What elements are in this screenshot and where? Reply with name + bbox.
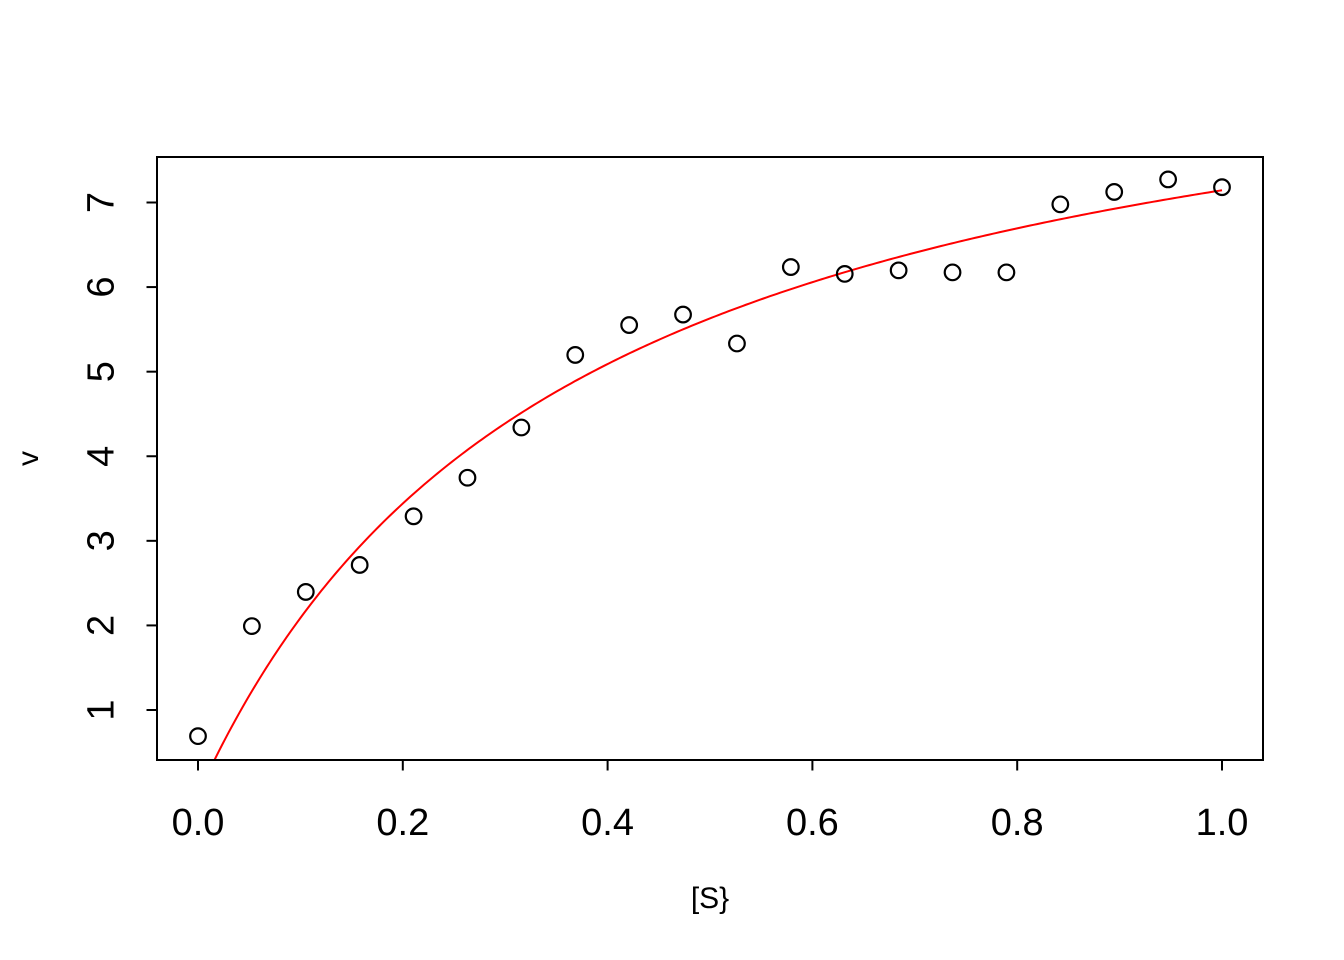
svg-text:4: 4 (81, 446, 123, 467)
svg-text:0.2: 0.2 (376, 802, 429, 844)
svg-text:[S}: [S} (691, 882, 729, 915)
svg-text:0.0: 0.0 (172, 802, 225, 844)
svg-text:5: 5 (81, 361, 123, 382)
svg-text:7: 7 (81, 192, 123, 213)
svg-text:1: 1 (81, 699, 123, 720)
svg-text:2: 2 (81, 615, 123, 636)
svg-text:0.6: 0.6 (786, 802, 839, 844)
svg-text:0.4: 0.4 (581, 802, 634, 844)
svg-text:3: 3 (81, 530, 123, 551)
svg-text:v: v (12, 451, 45, 466)
svg-text:6: 6 (81, 277, 123, 298)
svg-text:1.0: 1.0 (1196, 802, 1249, 844)
svg-text:0.8: 0.8 (991, 802, 1044, 844)
